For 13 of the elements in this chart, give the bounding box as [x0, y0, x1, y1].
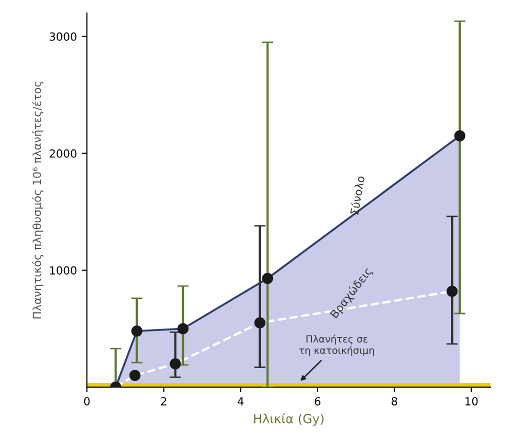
- x-tick-label: 6: [314, 397, 320, 406]
- y-tick-label: 2000: [50, 149, 76, 158]
- text: Σύνολο: [349, 176, 365, 215]
- y-tick-label: 3000: [50, 32, 76, 41]
- x-tick-label: 0: [84, 397, 90, 406]
- y-axis-title: Πλανητικός πληθυσμός 10⁶ πλανήτες/έτος: [32, 82, 44, 318]
- x-tick-label: 10: [465, 397, 478, 406]
- x-tick-label: 2: [161, 397, 166, 406]
- y-tick-label: 1000: [50, 266, 76, 275]
- x-tick-label: 8: [392, 397, 398, 406]
- x-axis-title: Ηλικία (Gy): [254, 413, 324, 426]
- x-tick-label: 4: [238, 397, 244, 406]
- band-label: Πλανήτες σε τη κατοικήσιμη: [299, 334, 374, 356]
